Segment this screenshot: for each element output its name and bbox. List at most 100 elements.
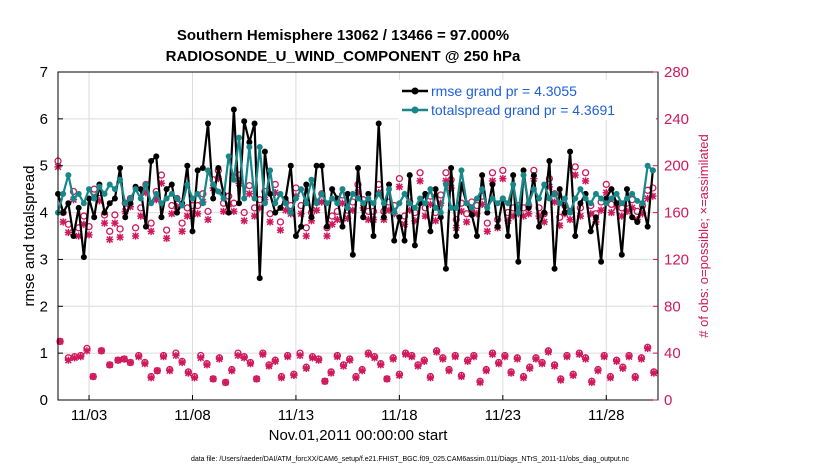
totalspread-point xyxy=(142,181,149,188)
rmse-point xyxy=(448,165,455,172)
legend-spread-marker xyxy=(411,106,419,114)
rmse-point xyxy=(551,265,558,272)
rmse-point xyxy=(80,254,87,261)
obs-assimilated-stroke xyxy=(563,353,571,361)
obs-assimilated-stroke xyxy=(116,233,124,241)
rmse-point xyxy=(401,237,408,244)
totalspread-point xyxy=(484,204,491,211)
rmse-point xyxy=(603,195,610,202)
obs-assimilated-stroke xyxy=(650,369,658,377)
obs-assimilated-marker xyxy=(296,351,304,360)
obs-assimilated-stroke xyxy=(251,212,258,220)
obs-assimilated-marker xyxy=(557,376,565,384)
rmse-point xyxy=(453,233,460,239)
left-y-ticks: 0 1 2 3 4 5 6 7 xyxy=(40,64,63,409)
totalspread-point xyxy=(489,195,496,202)
rmse-point xyxy=(122,214,129,221)
obs-assimilated-stroke xyxy=(83,347,91,355)
totalspread-point xyxy=(510,181,517,188)
totalspread-point xyxy=(546,195,553,202)
obs-assimilated-stroke xyxy=(588,379,596,386)
obs-assimilated-marker xyxy=(64,356,72,364)
obs-assimilated-stroke xyxy=(321,377,329,385)
totalspread-point xyxy=(163,195,170,202)
rmse-point xyxy=(246,139,253,146)
obs-assimilated-stroke xyxy=(383,375,391,383)
series-lines xyxy=(55,106,656,282)
obs-assimilated-stroke xyxy=(644,345,652,352)
rmse-point xyxy=(468,211,475,218)
totalspread-point xyxy=(587,200,594,207)
obs-assimilated-marker xyxy=(594,367,602,375)
totalspread-point xyxy=(453,204,460,211)
obs-assimilated-stroke xyxy=(495,360,503,368)
obs-assimilated-marker xyxy=(166,367,174,375)
totalspread-point xyxy=(396,200,403,207)
rmse-point xyxy=(422,190,429,197)
obs-assimilated-stroke xyxy=(111,219,119,227)
obs-assimilated-marker xyxy=(265,362,273,370)
obs-assimilated-stroke xyxy=(476,379,484,386)
x-tick-label: 11/08 xyxy=(174,407,210,424)
obs-assimilated-marker xyxy=(495,360,503,368)
rmse-point xyxy=(556,186,563,193)
rmse-point xyxy=(349,251,356,258)
obs-assimilated-stroke xyxy=(501,353,509,361)
obs-assimilated-stroke xyxy=(222,379,229,386)
obs-assimilated-stroke xyxy=(278,374,285,382)
rmse-point xyxy=(396,214,403,221)
obs-assimilated-marker xyxy=(499,175,507,183)
rmse-point xyxy=(205,120,211,127)
rmse-point xyxy=(199,165,206,172)
obs-assimilated-stroke xyxy=(470,353,478,361)
obs-assimilated-stroke xyxy=(339,199,346,207)
obs-assimilated-stroke xyxy=(240,217,248,225)
totalspread-point xyxy=(561,195,568,202)
obs-assimilated-stroke xyxy=(625,353,633,361)
obs-assimilated-marker xyxy=(321,377,329,385)
x-tick-label: 11/03 xyxy=(71,407,107,424)
obs-assimilated-stroke xyxy=(135,353,143,361)
y-tick-label: 4 xyxy=(40,205,48,222)
totalspread-point xyxy=(458,167,465,174)
rmse-point xyxy=(163,186,170,193)
rmse-point xyxy=(225,209,232,216)
rmse-point xyxy=(106,200,113,207)
obs-assimilated-marker xyxy=(97,347,106,355)
obs-assimilated-marker xyxy=(538,360,546,368)
obs-assimilated-marker xyxy=(464,357,472,365)
obs-assimilated-marker xyxy=(219,207,228,215)
totalspread-point xyxy=(556,200,563,207)
obs-assimilated-stroke xyxy=(463,218,471,226)
rmse-point xyxy=(587,228,594,235)
obs-assimilated-marker xyxy=(550,198,559,206)
obs-assimilated-marker xyxy=(203,361,211,369)
obs-assimilated-marker xyxy=(607,208,616,217)
rmse-point xyxy=(194,167,201,174)
rmse-point xyxy=(236,200,243,207)
obs-assimilated-marker xyxy=(544,348,552,356)
totalspread-point xyxy=(292,195,299,202)
obs-assimilated-stroke xyxy=(163,234,171,242)
totalspread-point xyxy=(220,195,227,202)
totalspread-point xyxy=(468,204,475,211)
obs-assimilated-stroke xyxy=(352,374,360,382)
obs-assimilated-stroke xyxy=(64,229,72,236)
rmse-point xyxy=(70,233,77,239)
obs-assimilated-stroke xyxy=(340,362,347,370)
obs-assimilated-stroke xyxy=(458,373,465,380)
obs-assimilated-stroke xyxy=(309,354,316,362)
rmse-line xyxy=(56,108,654,280)
totalspread-point xyxy=(427,186,434,193)
obs-assimilated-marker xyxy=(581,355,590,363)
obs-assimilated-stroke xyxy=(323,232,331,240)
obs-assimilated-marker xyxy=(389,355,397,363)
totalspread-point xyxy=(179,202,186,209)
obs-assimilated-marker xyxy=(644,344,652,353)
obs-assimilated-stroke xyxy=(230,207,238,215)
obs-assimilated-stroke xyxy=(538,360,546,368)
obs-assimilated-stroke xyxy=(631,374,639,382)
obs-possible-marker xyxy=(581,169,590,177)
obs-assimilated-stroke xyxy=(358,367,366,375)
obs-assimilated-marker xyxy=(106,361,114,369)
